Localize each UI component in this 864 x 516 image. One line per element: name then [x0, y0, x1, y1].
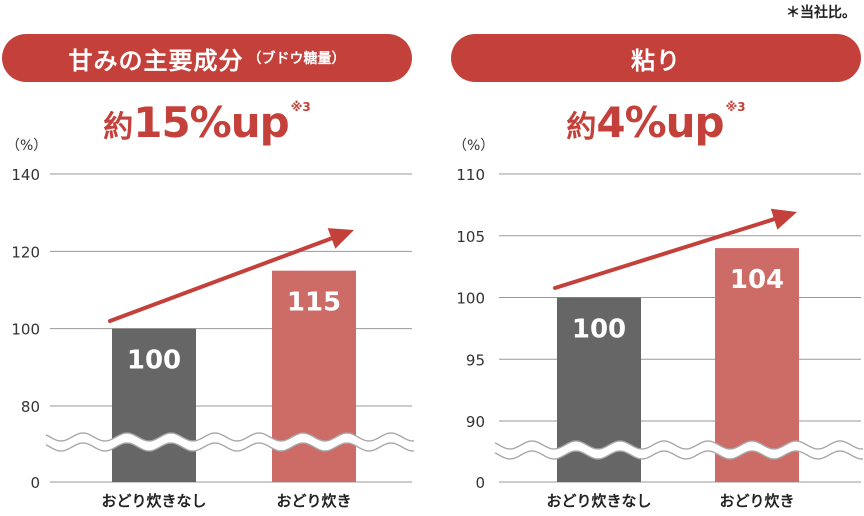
- stickiness-chart-panel: 粘り 約4%up ※3 （%） 110 105 100 95 90 0 100 おどり炊きなし 10…: [451, 34, 863, 516]
- axis-unit-label: （%）: [453, 138, 494, 154]
- axis-break-line: [45, 432, 414, 442]
- trend-arrow-shaft: [108, 236, 334, 323]
- comparison-note: ＊当社比。: [786, 5, 856, 21]
- y-tick-label: 140: [11, 166, 40, 184]
- y-tick-label: 110: [456, 166, 485, 184]
- axis-break-band: [495, 441, 863, 459]
- bar-value-label: 100: [572, 315, 626, 345]
- sweetness-chart-panel: 甘みの主要成分 （ブドウ糖量） 約15%up ※3 （%） 140 120 100 80 0 1…: [2, 34, 414, 516]
- y-tick-label: 0: [30, 474, 40, 492]
- bar-value-label: 100: [127, 346, 181, 376]
- axis-break-line: [494, 450, 863, 460]
- axis-break-line: [45, 442, 414, 452]
- bar-value-label: 104: [730, 265, 784, 295]
- axis-break-band: [46, 433, 414, 451]
- trend-arrow-head: [770, 208, 797, 230]
- y-tick-label: 0: [475, 474, 485, 492]
- headline-prefix: 約: [103, 110, 134, 145]
- sweetness-title-pill: 甘みの主要成分 （ブドウ糖量）: [2, 34, 412, 82]
- x-category-label: おどり炊きなし: [546, 492, 651, 510]
- y-tick-label: 100: [456, 290, 485, 308]
- headline-prefix: 約: [566, 110, 597, 145]
- headline-value: 15%up: [133, 98, 289, 147]
- y-tick-label: 100: [11, 321, 40, 339]
- trend-arrow-head: [327, 228, 354, 249]
- y-tick-label: 90: [466, 413, 485, 431]
- y-tick-label: 120: [11, 243, 40, 261]
- x-category-label: おどり炊き: [719, 492, 794, 510]
- chart-title: 甘みの主要成分: [68, 46, 244, 75]
- axis-break-line: [494, 440, 863, 450]
- x-category-label: おどり炊き: [276, 492, 351, 510]
- bar-without-odori: [112, 328, 196, 482]
- stickiness-headline: 約4%up ※3: [451, 98, 861, 147]
- stickiness-bar-chart: （%） 110 105 100 95 90 0 100 おどり炊きなし 104 おどり炊き: [453, 138, 863, 510]
- headline-value: 4%up: [596, 98, 724, 147]
- y-tick-label: 105: [456, 228, 485, 246]
- sweetness-bar-chart: （%） 140 120 100 80 0 100 おどり炊きなし 115 おどり炊き: [6, 138, 414, 510]
- axis-unit-label: （%）: [6, 138, 47, 154]
- x-category-label: おどり炊きなし: [101, 492, 206, 510]
- bar-value-label: 115: [287, 288, 341, 318]
- headline-footnote: ※3: [290, 100, 311, 114]
- trend-arrow-shaft: [553, 217, 777, 290]
- sweetness-headline: 約15%up ※3: [2, 98, 412, 147]
- chart-subtitle: （ブドウ糖量）: [247, 51, 346, 67]
- headline-footnote: ※3: [725, 100, 746, 114]
- y-tick-label: 95: [466, 351, 485, 369]
- y-tick-label: 80: [21, 398, 40, 416]
- stickiness-title-pill: 粘り: [451, 34, 861, 82]
- chart-title: 粘り: [631, 46, 681, 75]
